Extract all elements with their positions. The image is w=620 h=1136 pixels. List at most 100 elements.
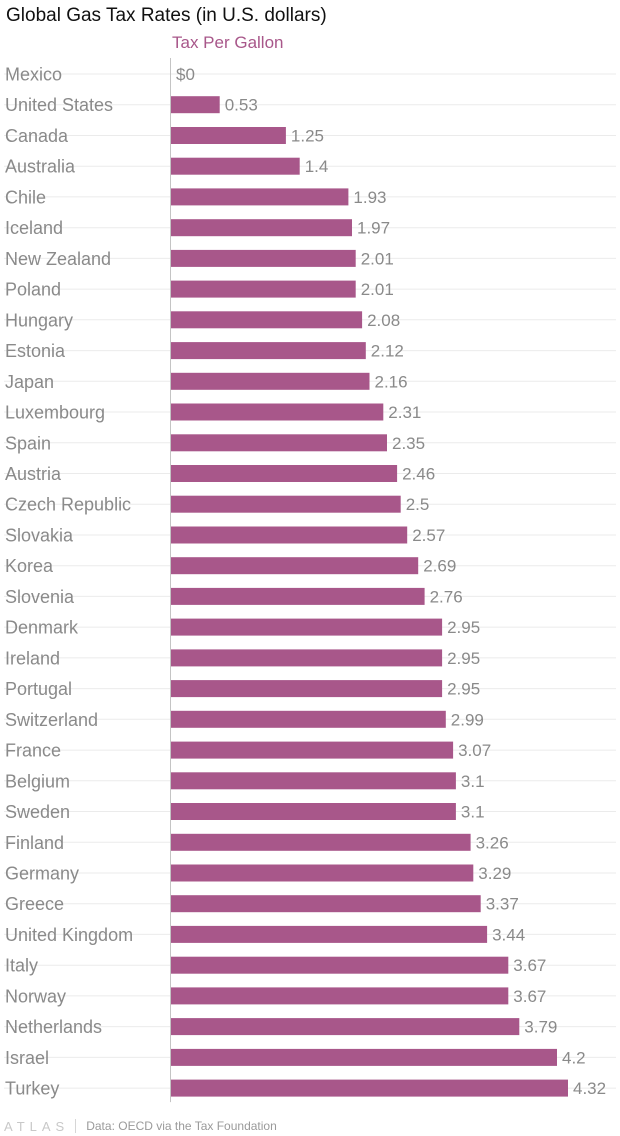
bar [171, 803, 456, 820]
value-label: 2.5 [406, 495, 430, 514]
category-label: Spain [5, 433, 51, 453]
category-label: Portugal [5, 679, 72, 699]
category-label: Slovenia [5, 587, 75, 607]
bar [171, 465, 398, 482]
value-label: 2.46 [402, 465, 435, 484]
category-label: United States [5, 95, 113, 115]
bar [171, 526, 408, 544]
category-label: Slovakia [5, 526, 74, 546]
bar [171, 772, 456, 790]
series-label: Tax Per Gallon [172, 33, 284, 52]
value-label: 2.69 [423, 557, 456, 576]
category-label: Ireland [5, 648, 60, 668]
bar [171, 372, 370, 390]
bar [171, 925, 488, 943]
bar [171, 1079, 568, 1097]
category-label: Israel [5, 1048, 49, 1068]
value-label: 3.29 [478, 864, 511, 883]
category-label: France [5, 741, 61, 761]
category-labels: Mexico United States Canada Australia Chile I… [5, 65, 133, 1099]
value-label: 2.16 [375, 372, 408, 391]
category-label: Poland [5, 280, 61, 300]
value-label: 3.37 [486, 895, 519, 914]
footer: ATLAS Data: OECD via the Tax Foundation [4, 1117, 277, 1135]
bar [171, 741, 454, 759]
bar [171, 157, 300, 175]
category-label: Czech Republic [5, 495, 131, 515]
category-label: New Zealand [5, 249, 111, 269]
bar [171, 495, 401, 513]
category-label: Netherlands [5, 1017, 102, 1037]
bar [171, 249, 356, 267]
bar [171, 1048, 557, 1066]
category-label: Belgium [5, 771, 70, 791]
category-label: Finland [5, 833, 64, 853]
category-label: Korea [5, 556, 54, 576]
bar-chart: Mexico United States Canada Australia Chile I… [4, 58, 616, 1103]
bar [171, 864, 474, 882]
bar [171, 833, 471, 851]
value-label: 3.79 [524, 1018, 557, 1037]
bar [171, 434, 387, 452]
bar [171, 311, 363, 329]
value-label: 2.35 [392, 434, 425, 453]
category-label: Australia [5, 157, 76, 177]
bar [171, 649, 443, 667]
value-labels: $0 0.53 1.25 1.4 1.93 1.97 2.01 2.01 2.08 2.12 2.1… [176, 65, 606, 1098]
category-label: Denmark [5, 618, 79, 638]
bars [171, 96, 568, 1097]
bar [171, 342, 366, 360]
bar [171, 618, 443, 636]
value-label: $0 [176, 65, 195, 84]
category-label: Turkey [5, 1079, 59, 1099]
value-label: 2.95 [447, 649, 480, 668]
category-label: Estonia [5, 341, 66, 361]
category-label: Austria [5, 464, 62, 484]
source-note: Data: OECD via the Tax Foundation [86, 1119, 277, 1133]
value-label: 3.26 [476, 833, 509, 852]
value-label: 2.08 [367, 311, 400, 330]
category-label: Norway [5, 986, 66, 1006]
bar [171, 127, 286, 144]
bar [171, 895, 481, 913]
category-label: Japan [5, 372, 54, 392]
category-label: Mexico [5, 65, 62, 85]
bar [171, 557, 419, 575]
value-label: 3.67 [513, 987, 546, 1006]
value-label: 3.67 [513, 956, 546, 975]
bar [171, 1018, 520, 1036]
bar [171, 280, 356, 298]
value-label: 1.93 [353, 188, 386, 207]
category-label: Germany [5, 864, 79, 884]
footer-divider [75, 1119, 77, 1133]
bar [171, 710, 446, 728]
value-label: 3.44 [492, 925, 525, 944]
category-label: Chile [5, 187, 46, 207]
category-label: United Kingdom [5, 925, 133, 945]
category-label: Luxembourg [5, 403, 105, 423]
value-label: 2.99 [451, 710, 484, 729]
chart-title: Global Gas Tax Rates (in U.S. dollars) [6, 5, 327, 26]
value-label: 2.12 [371, 342, 404, 361]
bar [171, 987, 509, 1005]
value-label: 2.95 [447, 680, 480, 699]
category-label: Hungary [5, 310, 73, 330]
value-label: 4.2 [562, 1048, 586, 1067]
bar [171, 956, 509, 974]
value-label: 1.97 [357, 219, 390, 238]
value-label: 1.25 [291, 127, 324, 146]
value-label: 2.01 [361, 249, 394, 268]
value-label: 2.57 [412, 526, 445, 545]
value-label: 2.76 [430, 587, 463, 606]
atlas-logo: ATLAS [4, 1118, 70, 1134]
value-label: 3.1 [461, 772, 485, 791]
category-label: Italy [5, 956, 38, 976]
value-label: 3.07 [458, 741, 491, 760]
bar [171, 680, 443, 698]
category-label: Iceland [5, 218, 63, 238]
category-label: Canada [5, 126, 69, 146]
bar [171, 96, 220, 114]
value-label: 2.95 [447, 618, 480, 637]
category-label: Greece [5, 894, 64, 914]
bar [171, 188, 349, 206]
